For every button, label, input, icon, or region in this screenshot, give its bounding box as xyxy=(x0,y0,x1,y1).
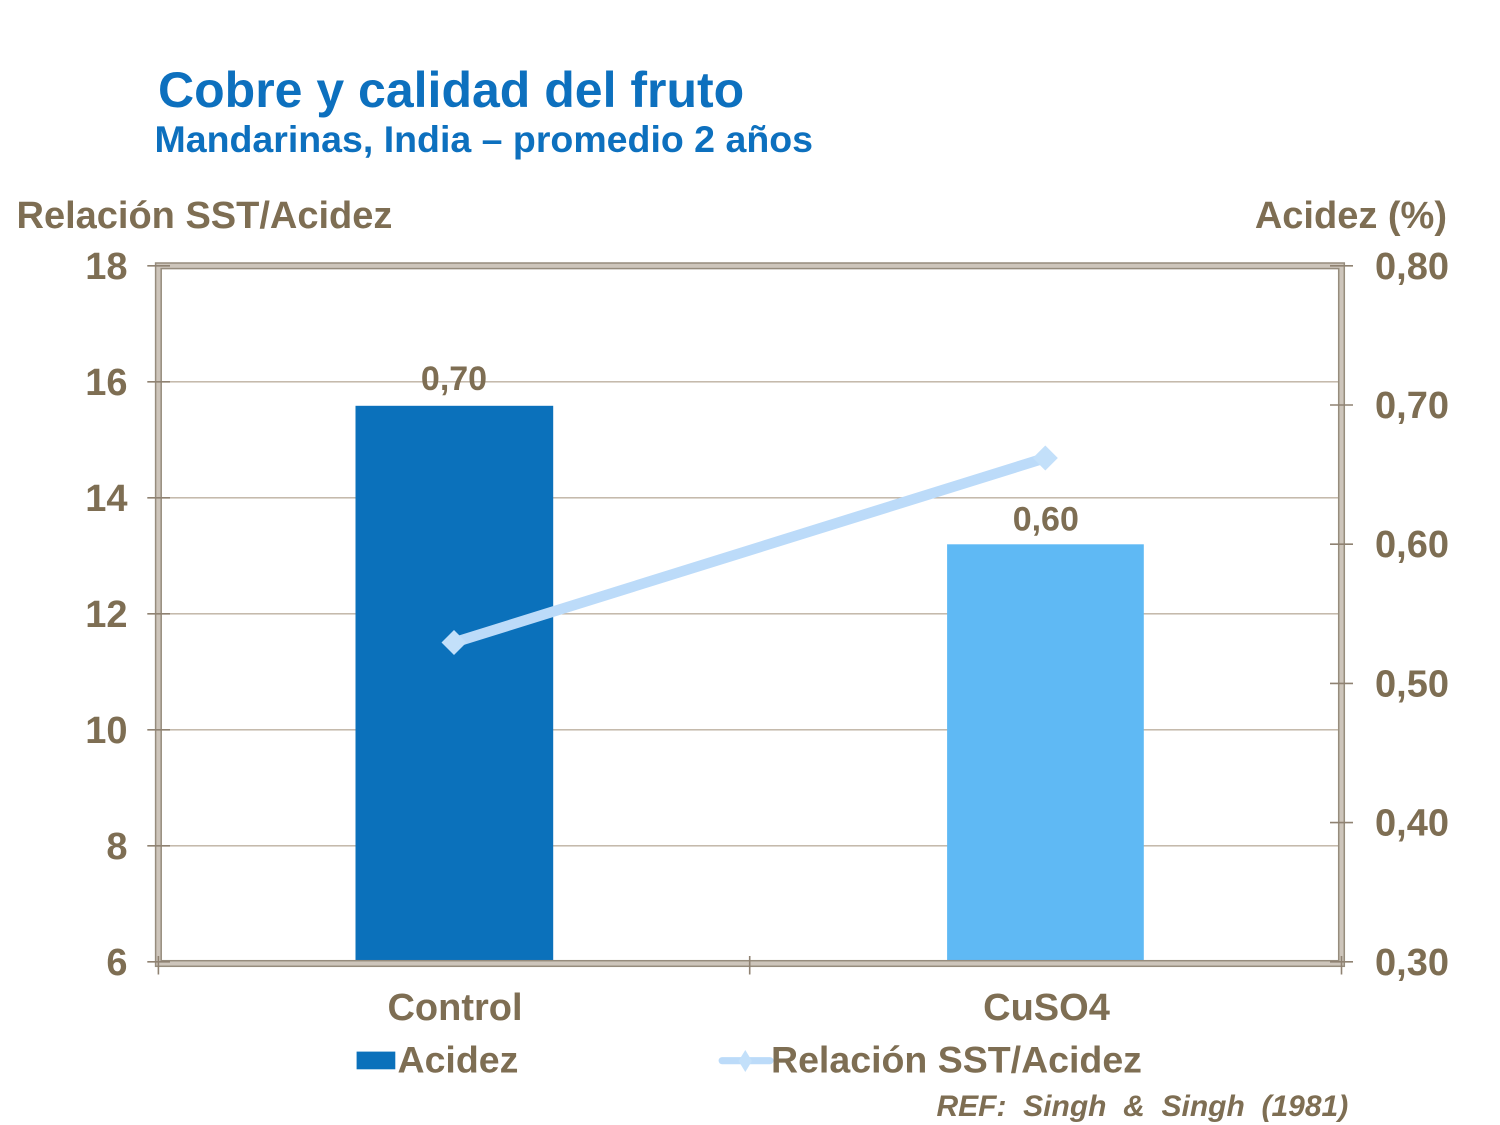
svg-text:0,40: 0,40 xyxy=(1375,803,1449,845)
svg-text:6: 6 xyxy=(106,942,127,984)
svg-text:0,70: 0,70 xyxy=(421,360,487,398)
svg-text:Control: Control xyxy=(387,987,522,1029)
svg-text:0,80: 0,80 xyxy=(1375,246,1449,288)
svg-text:CuSO4: CuSO4 xyxy=(983,987,1110,1029)
svg-text:18: 18 xyxy=(85,246,127,288)
svg-text:0,60: 0,60 xyxy=(1013,501,1079,539)
svg-text:REF: Singh & Singh (1981): REF: Singh & Singh (1981) xyxy=(937,1090,1349,1123)
svg-text:Acidez: Acidez xyxy=(398,1038,519,1080)
svg-text:Mandarinas, India – promedio 2: Mandarinas, India – promedio 2 años xyxy=(155,118,813,160)
svg-text:Cobre y calidad del fruto: Cobre y calidad del fruto xyxy=(158,62,744,118)
svg-text:8: 8 xyxy=(106,826,127,868)
svg-text:Relación SST/Acidez: Relación SST/Acidez xyxy=(771,1038,1142,1080)
svg-text:0,30: 0,30 xyxy=(1375,942,1449,984)
svg-text:10: 10 xyxy=(85,710,127,752)
svg-text:Relación SST/Acidez: Relación SST/Acidez xyxy=(17,195,393,237)
svg-text:0,70: 0,70 xyxy=(1375,385,1449,427)
svg-text:0,60: 0,60 xyxy=(1375,524,1449,566)
svg-text:0,50: 0,50 xyxy=(1375,663,1449,705)
svg-text:14: 14 xyxy=(85,478,127,520)
svg-text:Acidez (%): Acidez (%) xyxy=(1255,195,1447,237)
svg-text:16: 16 xyxy=(85,362,127,404)
svg-text:12: 12 xyxy=(85,594,127,636)
